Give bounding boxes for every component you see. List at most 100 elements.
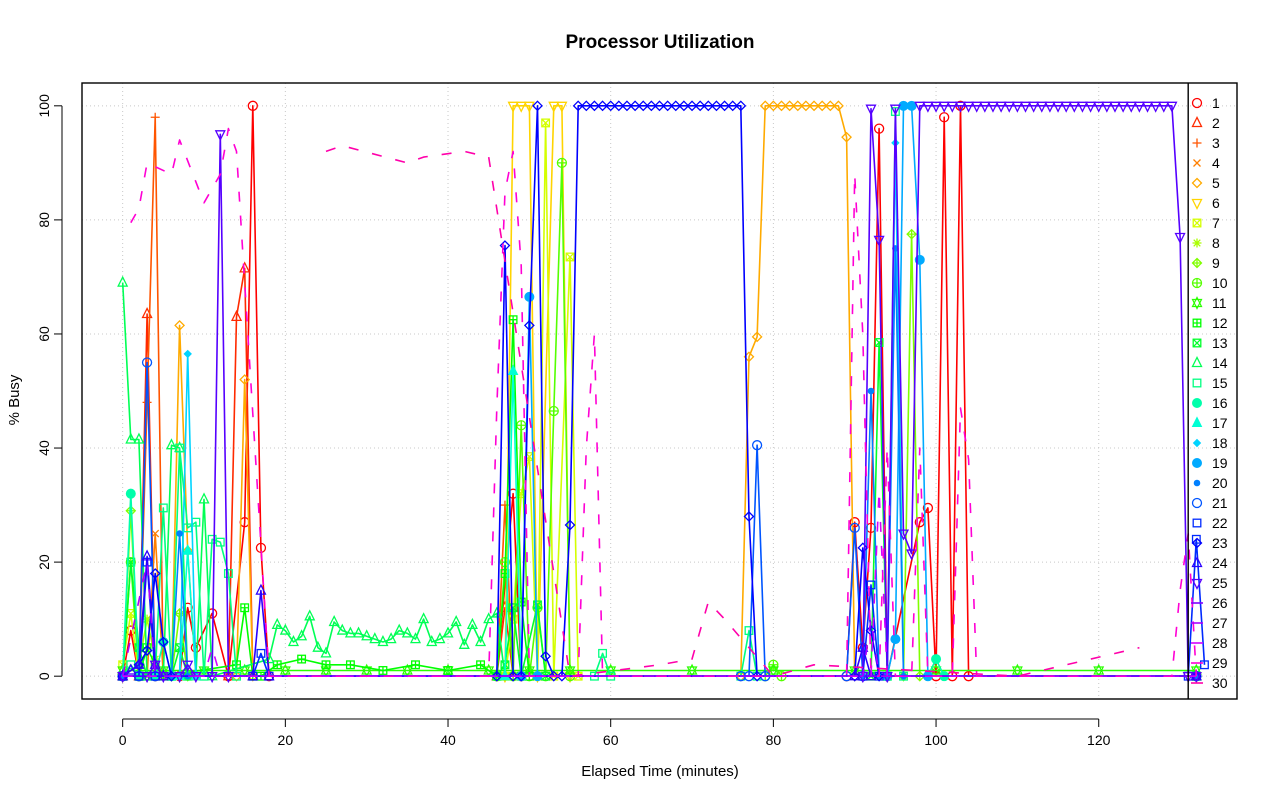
series-8-point-2: [142, 614, 152, 624]
series-15-point-4: [158, 503, 168, 513]
series-14-point-27: [393, 623, 405, 635]
series-line-28: [122, 489, 1197, 678]
series-25-point-26: [987, 101, 999, 113]
series-23-point-13: [548, 670, 560, 682]
grid: [82, 83, 1237, 699]
legend-label-2: 2: [1212, 115, 1220, 131]
legend-item-29: 29: [1191, 655, 1228, 671]
legend-item-3: 3: [1192, 135, 1220, 151]
series-6-point-2: [507, 101, 519, 113]
series-line-3: [122, 116, 1197, 678]
series-line-20: [122, 247, 1197, 678]
series-14-point-24: [369, 632, 381, 644]
legend-item-16: 16: [1192, 395, 1228, 411]
series-25-point-12: [873, 235, 885, 247]
series-16-point-1: [125, 488, 136, 499]
legend-label-28: 28: [1212, 635, 1228, 651]
legend-marker-23: [1191, 537, 1203, 549]
legend-marker-12: [1192, 318, 1202, 328]
series-12-point-16: [476, 660, 486, 670]
series-15-point-11: [215, 537, 225, 547]
series-29: [130, 127, 1198, 678]
series-14-point-39: [491, 606, 503, 618]
series-14-point-28: [401, 626, 413, 638]
series-15-point-18: [744, 626, 754, 636]
series-14-point-2: [133, 432, 145, 444]
x-tick-label-4: 80: [766, 732, 782, 748]
x-tick-label-2: 40: [440, 732, 456, 748]
series-21-point-2: [141, 357, 153, 368]
legend-item-26: 26: [1191, 595, 1228, 611]
series-17-point-5: [507, 364, 519, 376]
series-25-point-49: [1174, 232, 1186, 244]
legend-marker-1: [1191, 97, 1203, 109]
legend-item-10: 10: [1191, 275, 1228, 291]
legend-label-19: 19: [1212, 455, 1228, 471]
series-layer: [117, 100, 1209, 684]
series-15: [118, 107, 1201, 681]
series-1: [117, 100, 1202, 682]
series-14-point-1: [125, 432, 137, 444]
legend-item-8: 8: [1192, 235, 1220, 251]
series-17: [117, 364, 1202, 681]
series-25-point-21: [946, 101, 958, 113]
legend-item-22: 22: [1192, 515, 1228, 531]
chart-title: Processor Utilization: [566, 32, 755, 53]
legend-marker-6: [1191, 198, 1203, 210]
series-25-point-31: [1028, 101, 1040, 113]
series-1-point-17: [849, 517, 860, 528]
series-16: [117, 488, 1202, 682]
y-tick-label-3: 60: [36, 326, 52, 342]
series-23-point-16: [572, 100, 584, 112]
series-25-point-23: [963, 101, 975, 113]
legend-label-16: 16: [1212, 395, 1228, 411]
series-2: [117, 261, 1202, 681]
y-tick-label-4: 80: [36, 212, 52, 228]
series-line-24: [122, 555, 1197, 678]
series-21-point-6: [751, 440, 763, 451]
series-12-point-9: [272, 660, 282, 670]
series-14: [117, 275, 1202, 681]
series-25-point-20: [938, 101, 950, 113]
series-23-point-21: [613, 100, 625, 112]
series-25-point-17: [914, 101, 926, 113]
series-14-point-21: [344, 626, 356, 638]
legend-marker-17: [1191, 416, 1203, 427]
series-6-point-7: [556, 101, 568, 113]
legend-item-4: 4: [1193, 155, 1220, 171]
series-19-point-7: [906, 100, 917, 111]
series-14-point-26: [385, 632, 397, 644]
series-25-point-3: [157, 672, 169, 684]
series-14-point-20: [336, 623, 348, 635]
series-line-30: [325, 144, 1140, 678]
series-23-point-3: [149, 568, 161, 579]
y-tick-label-5: 100: [36, 94, 52, 118]
series-14-point-35: [458, 637, 470, 649]
series-23-point-28: [670, 100, 682, 112]
series-14-point-34: [450, 615, 462, 627]
legend-label-4: 4: [1212, 155, 1220, 171]
series-14-point-18: [320, 646, 332, 658]
series-12: [118, 315, 1201, 681]
legend-label-9: 9: [1212, 255, 1220, 271]
legend-label-26: 26: [1212, 595, 1228, 611]
series-15-point-6: [175, 443, 185, 453]
series-11-point-4: [279, 663, 291, 678]
x-tick-label-1: 20: [278, 732, 294, 748]
legend-label-21: 21: [1212, 495, 1228, 511]
series-12-point-12: [345, 660, 355, 670]
legend-marker-14: [1191, 356, 1203, 368]
series-19: [117, 100, 1202, 682]
series-22-point-12: [1200, 660, 1209, 670]
series-14-point-5: [165, 438, 178, 450]
series-13-point-11: [533, 600, 542, 610]
series-23-point-20: [605, 100, 617, 112]
series-23-point-31: [694, 100, 706, 112]
series-23-point-1: [133, 659, 145, 671]
series-10-point-6: [516, 420, 527, 431]
series-24-point-7: [255, 583, 267, 595]
legend-item-23: 23: [1191, 535, 1228, 551]
legend-label-24: 24: [1212, 555, 1228, 571]
legend-marker-3: [1192, 138, 1202, 148]
